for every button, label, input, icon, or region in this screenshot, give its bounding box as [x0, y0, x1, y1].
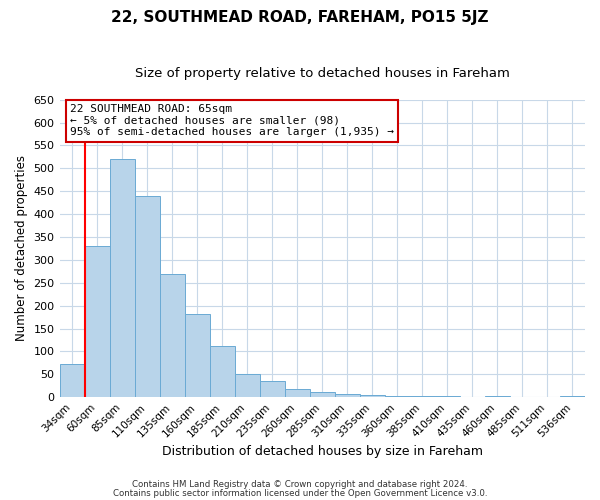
Bar: [385, 396, 410, 397]
Y-axis label: Number of detached properties: Number of detached properties: [15, 156, 28, 342]
Bar: [85, 246, 110, 397]
Bar: [209, 346, 235, 397]
Bar: [110, 159, 134, 397]
Text: 22 SOUTHMEAD ROAD: 65sqm
← 5% of detached houses are smaller (98)
95% of semi-de: 22 SOUTHMEAD ROAD: 65sqm ← 5% of detache…: [70, 104, 394, 138]
Title: Size of property relative to detached houses in Fareham: Size of property relative to detached ho…: [135, 68, 510, 80]
Bar: [310, 392, 335, 397]
Bar: [435, 396, 460, 397]
Bar: [285, 389, 310, 397]
Bar: [560, 396, 585, 397]
Bar: [360, 395, 385, 397]
Bar: [485, 396, 510, 397]
Bar: [134, 196, 160, 397]
Bar: [335, 394, 360, 397]
Text: Contains HM Land Registry data © Crown copyright and database right 2024.: Contains HM Land Registry data © Crown c…: [132, 480, 468, 489]
Bar: [410, 396, 435, 397]
X-axis label: Distribution of detached houses by size in Fareham: Distribution of detached houses by size …: [162, 444, 483, 458]
Text: 22, SOUTHMEAD ROAD, FAREHAM, PO15 5JZ: 22, SOUTHMEAD ROAD, FAREHAM, PO15 5JZ: [111, 10, 489, 25]
Text: Contains public sector information licensed under the Open Government Licence v3: Contains public sector information licen…: [113, 488, 487, 498]
Bar: [235, 374, 260, 397]
Bar: [160, 274, 185, 397]
Bar: [260, 381, 285, 397]
Bar: [185, 314, 209, 397]
Bar: [59, 364, 85, 397]
